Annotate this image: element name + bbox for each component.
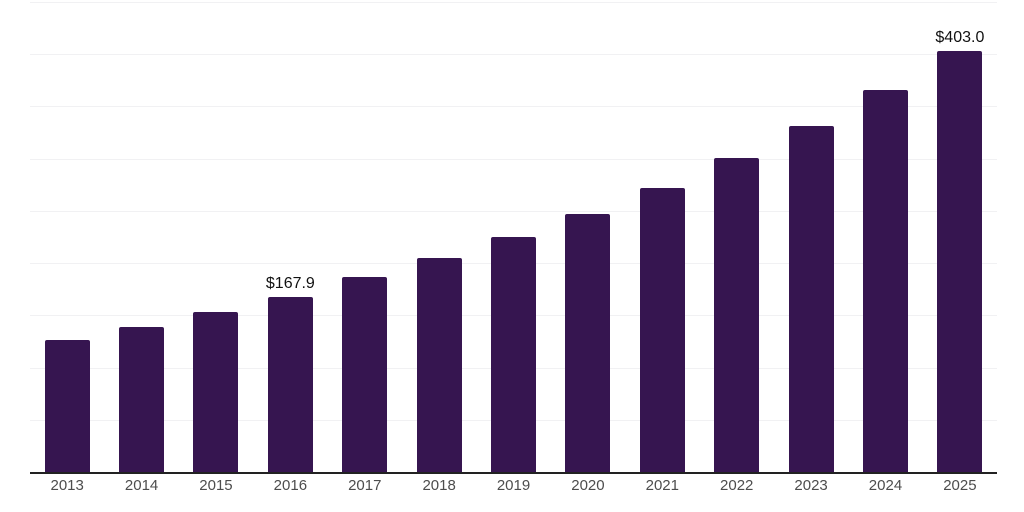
bar-slot-2017 — [328, 2, 402, 472]
bar-2019 — [491, 237, 537, 472]
bar-value-label-2016: $167.9 — [265, 274, 315, 292]
x-tick-2014: 2014 — [124, 477, 159, 494]
bar-2016 — [267, 296, 313, 472]
bar-slot-2014 — [104, 2, 178, 472]
x-tick-2022: 2022 — [720, 477, 754, 494]
bar-slot-2015 — [179, 2, 253, 472]
gridline-450 — [30, 2, 997, 3]
bar-2017 — [342, 277, 388, 472]
x-tick-2020: 2020 — [571, 477, 605, 494]
bar-2018 — [416, 258, 462, 472]
bar-slot-2020 — [551, 2, 625, 472]
bars-container: $167.9 $403.0 — [30, 2, 997, 472]
bar-2015 — [193, 312, 239, 472]
bar-2022 — [714, 157, 760, 472]
x-tick-2015: 2015 — [199, 477, 233, 494]
bar-2024 — [862, 89, 908, 472]
bar-slot-2024 — [848, 2, 922, 472]
bar-2020 — [565, 213, 611, 472]
bar-slot-2016: $167.9 — [253, 2, 327, 472]
x-tick-2017: 2017 — [348, 477, 382, 494]
bar-slot-2021 — [625, 2, 699, 472]
bar-slot-2022 — [700, 2, 774, 472]
gridline-300 — [30, 158, 997, 160]
bar-slot-2023 — [774, 2, 848, 472]
gridline-400 — [30, 54, 997, 56]
gridline-250 — [30, 210, 997, 212]
bar-slot-2013 — [30, 2, 104, 472]
gridline-350 — [30, 106, 997, 108]
x-tick-2021: 2021 — [645, 477, 679, 494]
x-axis-line — [30, 472, 997, 474]
bar-2021 — [639, 187, 685, 472]
bar-2025 — [937, 51, 983, 472]
x-axis-tick-labels: 2013 2014 2015 2016 2017 2018 2019 2020 2021 2022… — [30, 478, 997, 493]
x-tick-2013: 2013 — [50, 477, 84, 494]
bar-slot-2019 — [476, 2, 550, 472]
bar-slot-2025: $403.0 — [923, 2, 997, 472]
bar-2013 — [44, 340, 90, 472]
x-tick-2016: 2016 — [273, 477, 308, 494]
x-tick-2023: 2023 — [794, 477, 828, 494]
bar-2014 — [119, 327, 165, 472]
x-tick-2025: 2025 — [943, 477, 977, 494]
x-tick-2024: 2024 — [868, 477, 903, 494]
bar-slot-2018 — [402, 2, 476, 472]
bar-2023 — [788, 125, 834, 472]
x-tick-2019: 2019 — [496, 477, 531, 494]
x-tick-2018: 2018 — [422, 477, 456, 494]
plot-area: $167.9 $403.0 — [30, 2, 997, 474]
bar-value-label-2025: $403.0 — [935, 29, 985, 47]
